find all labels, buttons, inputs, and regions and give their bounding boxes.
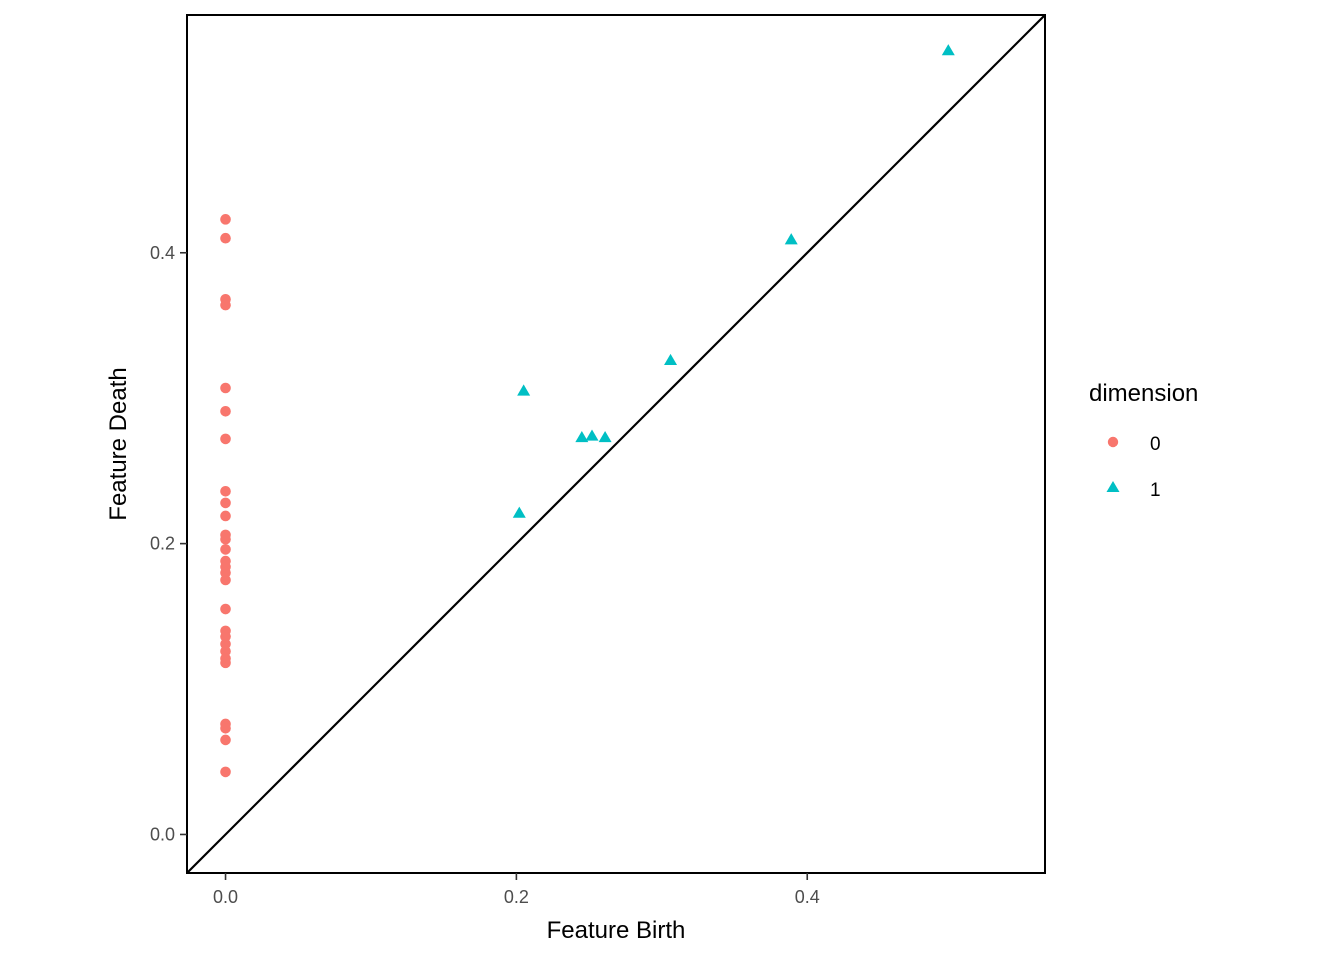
point-dim0-7	[220, 485, 231, 497]
x-axis-title: Feature Birth	[547, 917, 686, 944]
point-dim1-5	[585, 429, 599, 441]
diagonal-line	[186, 14, 1046, 874]
x-axis: 0.0 0.2 0.4	[213, 873, 820, 907]
point-dim0-9	[220, 510, 231, 522]
point-dim0-26	[220, 734, 231, 746]
point-dim0-23	[220, 657, 231, 669]
x-tick-label-1: 0.2	[504, 887, 529, 907]
legend-label-1: 1	[1150, 480, 1161, 501]
x-tick-label-0: 0.0	[213, 887, 238, 907]
legend-key-circle	[1107, 436, 1119, 448]
data-points	[220, 44, 955, 778]
point-dim1-1	[784, 233, 798, 245]
point-dim0-6	[220, 433, 231, 445]
legend-key-triangle	[1106, 481, 1120, 492]
point-dim0-20	[220, 638, 231, 650]
x-tick-label-2: 0.4	[795, 887, 820, 907]
legend-label-0: 0	[1150, 434, 1161, 455]
point-dim1-6	[598, 430, 612, 443]
legend: dimension 0 1	[1089, 380, 1198, 501]
point-dim1-7	[512, 506, 526, 518]
point-dim0-4	[220, 382, 231, 394]
point-dim0-25	[220, 723, 231, 734]
point-dim0-8	[220, 497, 231, 509]
y-tick-label-1: 0.2	[150, 534, 175, 554]
point-dim1-2	[664, 353, 678, 366]
point-dim1-0	[941, 44, 955, 56]
point-dim0-1	[220, 232, 231, 244]
point-dim0-11	[220, 533, 231, 545]
point-dim1-3	[517, 384, 531, 396]
point-dim0-0	[220, 214, 231, 225]
point-dim0-12	[220, 544, 231, 555]
point-dim0-16	[220, 574, 231, 586]
point-dim0-27	[220, 766, 231, 778]
y-axis: 0.0 0.2 0.4	[150, 243, 187, 844]
y-axis-title: Feature Death	[105, 367, 132, 520]
point-dim0-19	[220, 631, 231, 642]
point-dim0-21	[220, 645, 231, 657]
point-dim1-4	[575, 430, 589, 443]
point-dim0-15	[220, 567, 231, 578]
legend-title: dimension	[1089, 380, 1198, 407]
point-dim0-3	[220, 299, 231, 311]
point-dim0-17	[220, 603, 231, 615]
y-tick-label-2: 0.4	[150, 243, 175, 263]
point-dim0-5	[220, 405, 231, 417]
y-tick-label-0: 0.0	[150, 824, 175, 844]
